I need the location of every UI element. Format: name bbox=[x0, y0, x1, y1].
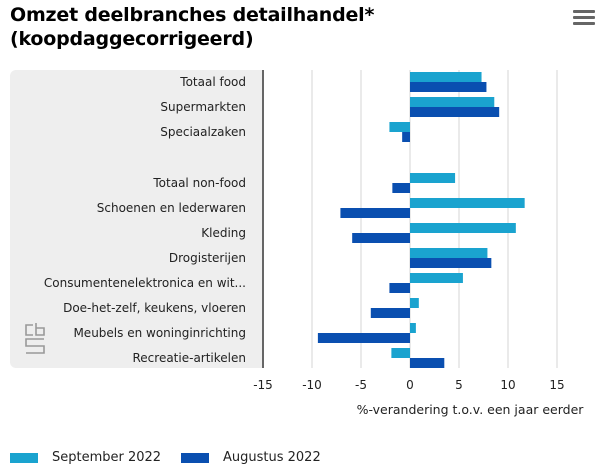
category-label: Consumentenelektronica en wit... bbox=[44, 276, 246, 290]
x-tick-label: -5 bbox=[355, 378, 367, 392]
bar-september bbox=[410, 97, 495, 107]
bar-september bbox=[410, 273, 463, 283]
chart-title-line1: Omzet deelbranches detailhandel* bbox=[10, 4, 375, 26]
legend-swatch-september bbox=[10, 452, 38, 463]
legend-item-september[interactable]: September 2022 bbox=[10, 450, 161, 465]
bar-augustus bbox=[370, 308, 410, 318]
bar-chart: -15 -10 -5 0 5 10 15 %-verandering t.o.v. een j… bbox=[44, 70, 585, 417]
category-label: Doe-het-zelf, keukens, vloeren bbox=[63, 301, 246, 315]
hamburger-menu-icon[interactable] bbox=[573, 10, 595, 28]
category-axis-line bbox=[262, 70, 264, 368]
category-label: Totaal non-food bbox=[152, 176, 246, 190]
bar-september bbox=[410, 72, 482, 82]
bar-augustus bbox=[317, 333, 410, 343]
bar-augustus bbox=[352, 233, 410, 243]
bar-augustus bbox=[410, 82, 487, 92]
bar-september bbox=[410, 323, 416, 333]
bar-augustus bbox=[410, 258, 492, 268]
x-tick-label: 5 bbox=[455, 378, 463, 392]
x-tick-label: -15 bbox=[253, 378, 273, 392]
category-label: Schoenen en lederwaren bbox=[97, 201, 246, 215]
legend-item-augustus[interactable]: Augustus 2022 bbox=[181, 450, 321, 465]
category-label: Meubels en woninginrichting bbox=[73, 326, 246, 340]
legend-swatch-augustus bbox=[181, 452, 209, 463]
x-axis-title: %-verandering t.o.v. een jaar eerder bbox=[357, 402, 585, 417]
bar-september bbox=[410, 248, 488, 258]
bar-september bbox=[410, 173, 456, 183]
bar-september bbox=[389, 122, 410, 132]
cbs-logo-icon bbox=[25, 323, 45, 354]
category-label: Kleding bbox=[201, 226, 246, 240]
bar-september bbox=[410, 298, 419, 308]
bar-september bbox=[410, 198, 525, 208]
bar-augustus bbox=[389, 283, 410, 293]
category-label: Totaal food bbox=[179, 75, 246, 89]
chart-title-line2: (koopdaggecorrigeerd) bbox=[10, 28, 254, 50]
bar-september bbox=[391, 348, 410, 358]
bar-september bbox=[410, 223, 516, 233]
category-label: Speciaalzaken bbox=[160, 125, 246, 139]
bar-augustus bbox=[410, 358, 445, 368]
x-tick-label: -10 bbox=[302, 378, 322, 392]
category-label-panel bbox=[10, 70, 263, 368]
category-label: Supermarkten bbox=[160, 100, 246, 114]
legend-label-augustus: Augustus 2022 bbox=[223, 450, 321, 465]
x-tick-label: 0 bbox=[406, 378, 414, 392]
x-tick-label: 10 bbox=[500, 378, 515, 392]
bar-augustus bbox=[392, 183, 410, 193]
bar-augustus bbox=[410, 107, 500, 117]
category-label: Drogisterijen bbox=[169, 251, 246, 265]
bar-augustus bbox=[402, 132, 410, 142]
chart-title: Omzet deelbranches detailhandel* (koopda… bbox=[10, 3, 374, 51]
category-label: Recreatie-artikelen bbox=[133, 351, 247, 365]
bar-augustus bbox=[340, 208, 410, 218]
x-tick-label: 15 bbox=[549, 378, 564, 392]
legend-label-september: September 2022 bbox=[52, 450, 162, 465]
